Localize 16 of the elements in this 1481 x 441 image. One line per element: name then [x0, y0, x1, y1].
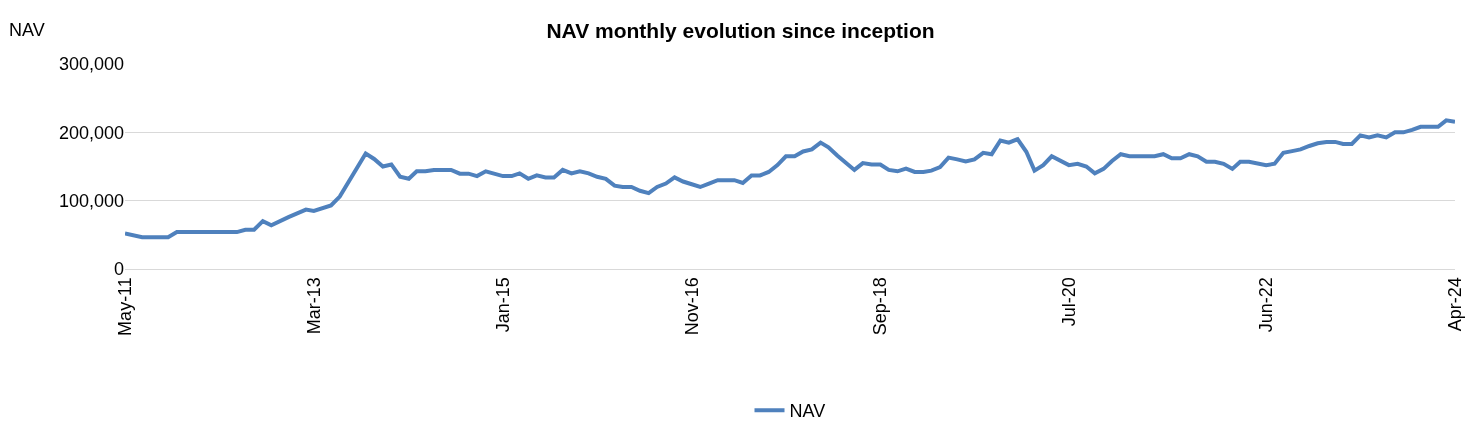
x-tick-label: Apr-24 — [1444, 277, 1465, 332]
x-tick-label: Jul-20 — [1058, 277, 1079, 327]
x-tick-label: Mar-13 — [303, 277, 324, 335]
y-axis-title: NAV — [9, 20, 45, 40]
x-tick-label: Sep-18 — [870, 277, 891, 336]
y-tick-label: 200,000 — [58, 122, 124, 143]
x-tick-label: Nov-16 — [681, 277, 702, 336]
y-tick-label: 0 — [113, 259, 124, 280]
x-tick-label: Jan-15 — [492, 277, 513, 333]
chart-title: NAV monthly evolution since inception — [546, 19, 935, 43]
y-tick-label: 100,000 — [58, 190, 124, 211]
x-tick-label: Jun-22 — [1256, 277, 1277, 333]
x-tick-label: May-11 — [114, 277, 135, 336]
legend-label: NAV — [789, 401, 826, 422]
y-tick-label: 300,000 — [58, 54, 124, 75]
line-series — [125, 118, 1455, 240]
